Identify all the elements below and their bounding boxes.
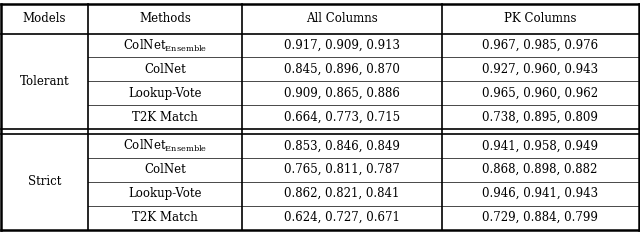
Text: Strict: Strict [28, 175, 61, 188]
Text: 0.738, 0.895, 0.809: 0.738, 0.895, 0.809 [482, 111, 598, 124]
Text: 0.967, 0.985, 0.976: 0.967, 0.985, 0.976 [482, 39, 598, 52]
Text: 0.946, 0.941, 0.943: 0.946, 0.941, 0.943 [482, 187, 598, 200]
Text: ColNet: ColNet [144, 63, 186, 76]
Text: 0.927, 0.960, 0.943: 0.927, 0.960, 0.943 [482, 63, 598, 76]
Text: 0.729, 0.884, 0.799: 0.729, 0.884, 0.799 [482, 211, 598, 224]
Text: Tolerant: Tolerant [20, 75, 69, 88]
Text: Models: Models [23, 12, 66, 25]
Text: 0.917, 0.909, 0.913: 0.917, 0.909, 0.913 [284, 39, 400, 52]
Text: 0.765, 0.811, 0.787: 0.765, 0.811, 0.787 [284, 163, 399, 176]
Text: ColNet$_{\mathregular{Ensemble}}$: ColNet$_{\mathregular{Ensemble}}$ [123, 38, 207, 53]
Text: 0.941, 0.958, 0.949: 0.941, 0.958, 0.949 [482, 139, 598, 152]
Text: 0.853, 0.846, 0.849: 0.853, 0.846, 0.849 [284, 139, 400, 152]
Text: 0.624, 0.727, 0.671: 0.624, 0.727, 0.671 [284, 211, 400, 224]
Text: ColNet$_{\mathregular{Ensemble}}$: ColNet$_{\mathregular{Ensemble}}$ [123, 138, 207, 154]
Text: 0.965, 0.960, 0.962: 0.965, 0.960, 0.962 [482, 87, 598, 100]
Text: 0.664, 0.773, 0.715: 0.664, 0.773, 0.715 [284, 111, 400, 124]
Text: All Columns: All Columns [306, 12, 378, 25]
Text: 0.862, 0.821, 0.841: 0.862, 0.821, 0.841 [284, 187, 399, 200]
Text: T2K Match: T2K Match [132, 211, 198, 224]
Text: T2K Match: T2K Match [132, 111, 198, 124]
Text: ColNet: ColNet [144, 163, 186, 176]
Text: 0.845, 0.896, 0.870: 0.845, 0.896, 0.870 [284, 63, 400, 76]
Text: Methods: Methods [139, 12, 191, 25]
Text: Lookup-Vote: Lookup-Vote [129, 187, 202, 200]
Text: 0.868, 0.898, 0.882: 0.868, 0.898, 0.882 [483, 163, 598, 176]
Text: PK Columns: PK Columns [504, 12, 577, 25]
Text: Lookup-Vote: Lookup-Vote [129, 87, 202, 100]
Text: 0.909, 0.865, 0.886: 0.909, 0.865, 0.886 [284, 87, 400, 100]
